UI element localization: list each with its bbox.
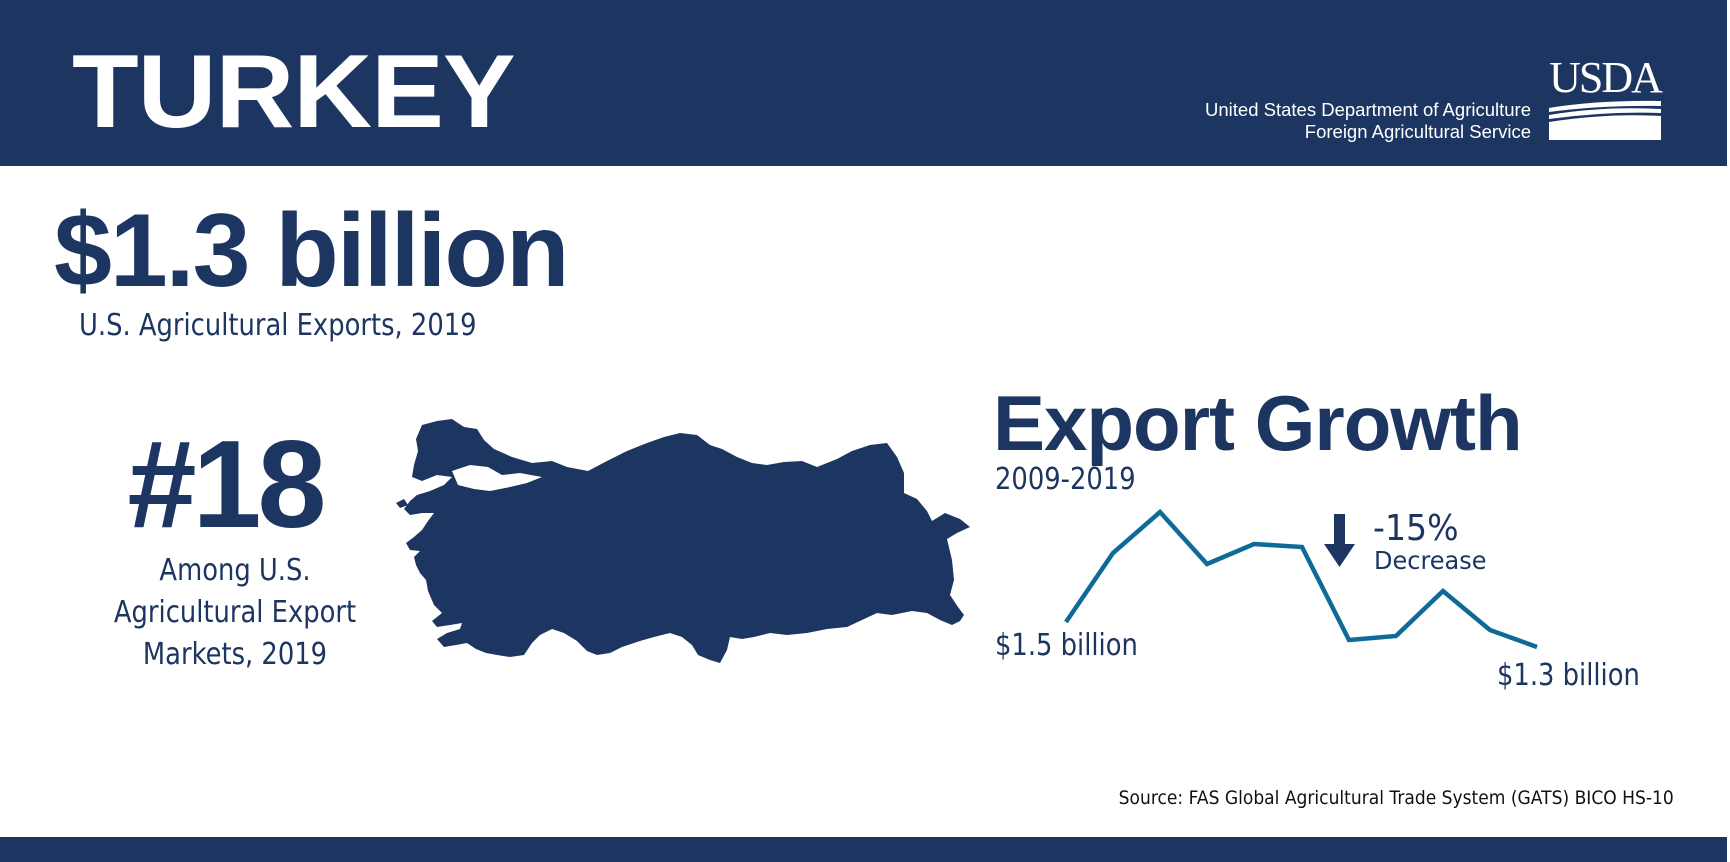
agency-line-2: Foreign Agricultural Service [1304,121,1531,142]
export-value-caption: U.S. Agricultural Exports, 2019 [79,308,477,343]
usda-logo-text: USDA [1549,53,1663,102]
usda-logo: USDA [1547,53,1663,142]
rank-caption-line-3: Markets, 2019 [142,637,328,672]
agency-name: United States Department of Agriculture … [1205,99,1531,143]
chart-end-label: $1.3 billion [1497,658,1640,693]
usda-field-icon [1549,100,1661,140]
change-value: -15% [1373,508,1459,549]
country-title: TURKEY [72,34,516,150]
down-arrow-icon [1324,514,1355,567]
growth-line [1064,508,1538,650]
agency-line-1: United States Department of Agriculture [1205,99,1531,120]
rank-caption: Among U.S. Agricultural Export Markets, … [110,550,359,676]
rank-caption-line-2: Agricultural Export [113,595,357,630]
header-banner: TURKEY United States Department of Agric… [0,0,1727,166]
footer-band [0,837,1727,862]
source-note: Source: FAS Global Agricultural Trade Sy… [1118,787,1674,809]
growth-title: Export Growth [993,379,1523,467]
rank-caption-line-1: Among U.S. [159,553,311,588]
export-value: $1.3 billion [54,193,569,309]
chart-start-label: $1.5 billion [995,628,1138,663]
growth-period: 2009-2019 [995,462,1136,497]
market-rank: #18 Among U.S. Agricultural Export Marke… [90,420,380,676]
change-label: Decrease [1374,546,1487,575]
turkey-map-icon [396,419,970,663]
rank-value: #18 [127,416,327,554]
